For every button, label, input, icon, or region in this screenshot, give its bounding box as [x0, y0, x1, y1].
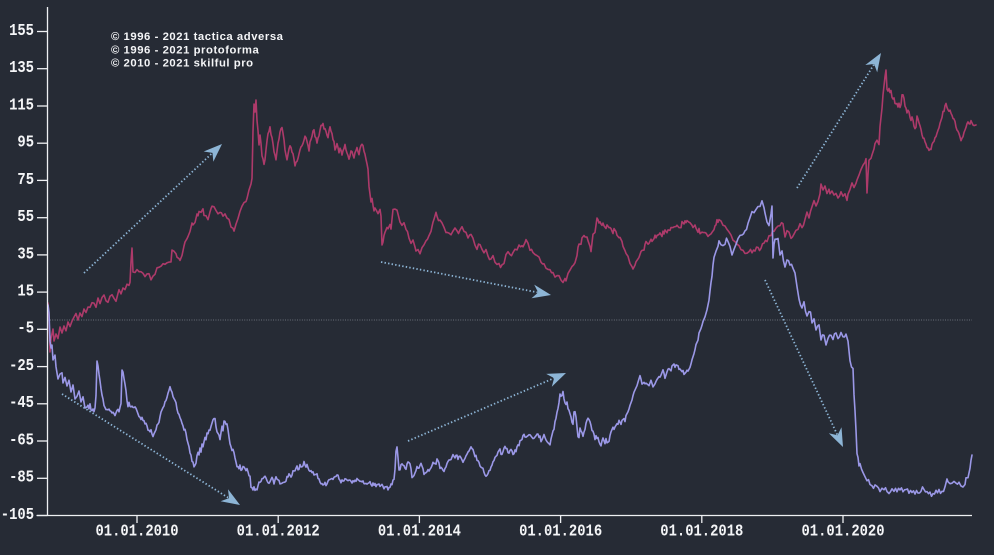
svg-text:-65: -65 [9, 430, 34, 449]
svg-text:35: 35 [17, 244, 34, 263]
svg-text:15: 15 [17, 281, 34, 300]
svg-text:115: 115 [9, 95, 34, 114]
svg-text:75: 75 [17, 170, 34, 189]
svg-text:© 2010 - 2021 skilful pro: © 2010 - 2021 skilful pro [111, 58, 254, 70]
svg-text:© 1996 - 2021 tactica adversa: © 1996 - 2021 tactica adversa [111, 31, 284, 43]
svg-text:-85: -85 [9, 468, 34, 487]
svg-text:95: 95 [17, 133, 34, 152]
svg-text:-5: -5 [17, 319, 34, 338]
svg-text:155: 155 [9, 21, 34, 40]
svg-text:55: 55 [17, 207, 34, 226]
svg-text:01.01.2016: 01.01.2016 [519, 521, 602, 540]
svg-text:01.01.2010: 01.01.2010 [95, 521, 178, 540]
svg-text:-25: -25 [9, 356, 34, 375]
svg-text:© 1996 - 2021 protoforma: © 1996 - 2021 protoforma [111, 44, 260, 56]
svg-text:01.01.2014: 01.01.2014 [378, 521, 461, 540]
svg-text:135: 135 [9, 58, 34, 77]
svg-text:-105: -105 [1, 505, 34, 524]
svg-text:-45: -45 [9, 393, 34, 412]
svg-text:01.01.2018: 01.01.2018 [660, 521, 743, 540]
svg-text:01.01.2020: 01.01.2020 [801, 521, 884, 540]
svg-text:01.01.2012: 01.01.2012 [237, 521, 320, 540]
